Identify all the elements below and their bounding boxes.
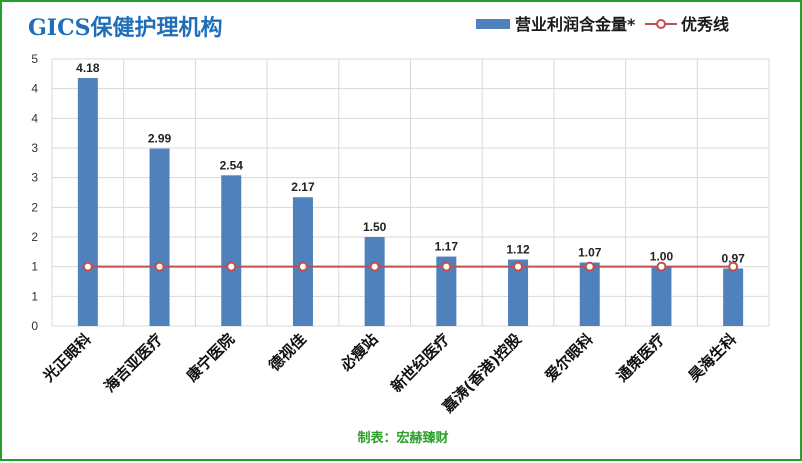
bar [364, 237, 385, 326]
data-label: 2.54 [220, 158, 244, 172]
threshold-marker [297, 261, 308, 272]
legend: 营业利润含金量* 优秀线 [476, 15, 729, 34]
x-tick-label: 海吉亚医疗 [101, 330, 167, 396]
bar [579, 262, 600, 326]
threshold-marker [82, 261, 93, 272]
data-label: 2.99 [148, 132, 172, 146]
threshold-marker [656, 261, 667, 272]
data-label: 1.17 [435, 240, 459, 254]
data-label: 1.07 [578, 246, 602, 260]
chart-title: GICS保健护理机构 [28, 15, 222, 41]
x-tick-label: 必瘦站 [336, 330, 381, 375]
x-tick-label: 光正眼科 [39, 330, 95, 386]
threshold-marker [441, 261, 452, 272]
data-label: 4.18 [76, 61, 100, 75]
y-tick-label: 4 [31, 111, 38, 125]
threshold-marker [154, 261, 165, 272]
data-label: 1.12 [506, 243, 530, 257]
legend-line-label: 优秀线 [681, 15, 729, 34]
y-tick-label: 2 [31, 200, 38, 214]
data-label: 2.17 [291, 180, 315, 194]
x-tick-label: 新世纪医疗 [387, 330, 453, 396]
data-label: 0.97 [721, 251, 745, 265]
y-tick-label: 3 [31, 171, 38, 185]
threshold-marker [728, 261, 739, 272]
y-tick-label: 1 [31, 289, 38, 303]
legend-bar-swatch [476, 19, 510, 29]
x-tick-label: 通策医疗 [613, 330, 668, 385]
plot-area: 0 1 1 2 2 3 3 4 4 5 4.18 2.99 2.54 2.17 1.50 1.17 1.12 1.… [31, 52, 770, 417]
bar [508, 259, 529, 326]
bar [221, 175, 242, 326]
threshold-marker [584, 261, 595, 272]
legend-bar-label: 营业利润含金量* [515, 15, 636, 34]
threshold-marker [513, 261, 524, 272]
bar [292, 197, 313, 326]
x-tick-label: 德视佳 [265, 330, 310, 375]
y-tick-label: 0 [31, 319, 38, 333]
y-tick-label: 5 [31, 52, 38, 66]
bar [149, 148, 170, 326]
y-tick-label: 1 [31, 260, 38, 274]
data-label: 1.00 [650, 250, 674, 264]
data-label: 1.50 [363, 220, 387, 234]
bar [723, 268, 744, 326]
bar [436, 256, 457, 326]
bar [77, 77, 98, 326]
threshold-marker [369, 261, 380, 272]
x-tick-label: 爱尔眼科 [541, 330, 596, 385]
legend-line-marker [656, 19, 666, 29]
bar [651, 266, 672, 326]
x-tick-label: 昊海生科 [685, 330, 740, 385]
threshold-marker [226, 261, 237, 272]
y-tick-label: 4 [31, 82, 38, 96]
y-tick-label: 2 [31, 230, 38, 244]
y-tick-label: 3 [31, 141, 38, 155]
x-tick-label: 康宁医院 [183, 330, 238, 385]
credit-text: 制表：宏赫臻财 [357, 430, 448, 446]
